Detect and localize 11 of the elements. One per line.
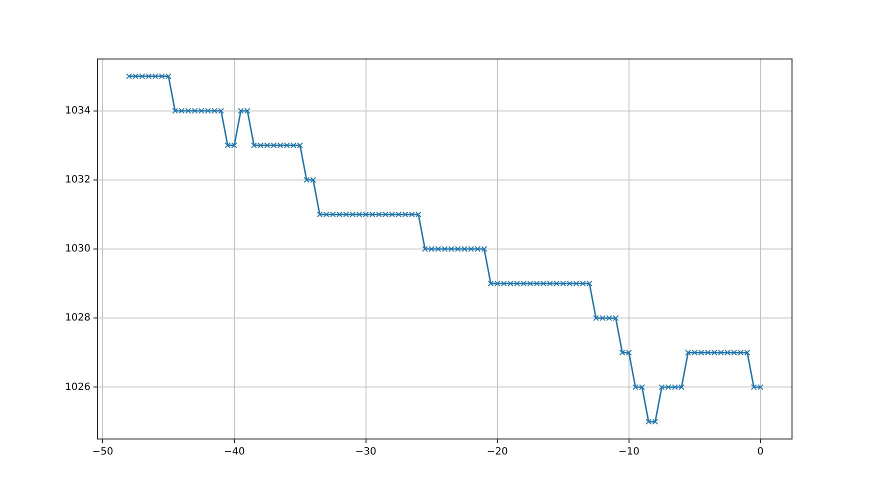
x-tick-label: −30: [355, 446, 376, 458]
x-tick-label: 0: [757, 446, 764, 458]
x-tick-label: −20: [486, 446, 508, 458]
y-tick-label: 1028: [64, 312, 90, 324]
y-tick-label: 1032: [64, 174, 90, 186]
y-tick-label: 1030: [64, 244, 90, 255]
x-tick-label: −50: [92, 446, 114, 458]
y-tick-label: 1034: [64, 105, 90, 116]
x-tick-label: −10: [618, 446, 640, 458]
x-tick-label: −40: [224, 446, 245, 458]
y-tick-label: 1026: [64, 382, 90, 393]
